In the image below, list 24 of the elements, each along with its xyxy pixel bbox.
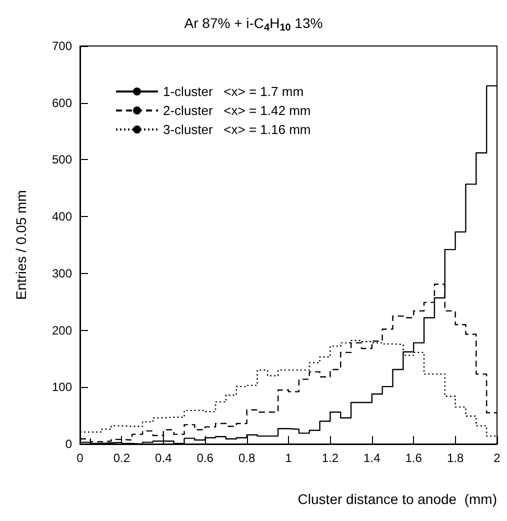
x-tick-label: 0.4	[155, 451, 172, 465]
y-axis-title: Entries / 0.05 mm	[13, 190, 29, 300]
legend-label: 2-cluster <x> = 1.42 mm	[163, 103, 311, 118]
x-tick-label: 2	[494, 451, 501, 465]
y-tick-label: 100	[52, 380, 72, 394]
y-tick-label: 0	[65, 437, 72, 451]
y-tick-label: 700	[52, 39, 72, 53]
y-tick-label: 400	[52, 210, 72, 224]
y-tick-label: 600	[52, 96, 72, 110]
x-tick-label: 1.4	[364, 451, 381, 465]
x-tick-label: 0.6	[196, 451, 214, 465]
legend-label: 1-cluster <x> = 1.7 mm	[163, 84, 304, 99]
x-axis-title: Cluster distance to anode (mm)	[298, 491, 497, 507]
y-tick-label: 200	[52, 323, 72, 338]
y-tick-label: 500	[52, 152, 72, 167]
x-tick-label: 1	[285, 451, 292, 465]
legend-label: 3-cluster <x> = 1.16 mm	[163, 122, 311, 137]
x-tick-label: 1.2	[322, 451, 339, 465]
x-tick-label: 0.2	[113, 451, 130, 465]
x-tick-label: 0.8	[238, 451, 256, 465]
y-tick-label: 300	[52, 266, 72, 280]
x-tick-label: 0	[76, 451, 84, 465]
x-tick-label: 1.6	[405, 451, 422, 465]
x-tick-label: 1.8	[446, 451, 464, 465]
